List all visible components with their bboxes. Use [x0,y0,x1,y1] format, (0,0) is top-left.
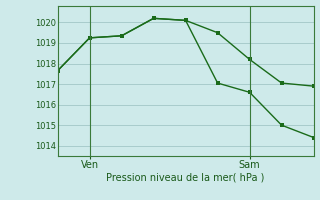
X-axis label: Pression niveau de la mer( hPa ): Pression niveau de la mer( hPa ) [107,173,265,183]
